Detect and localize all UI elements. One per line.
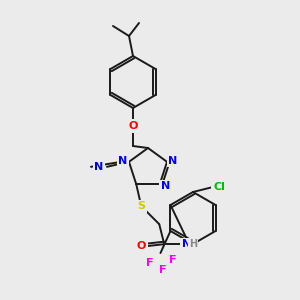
- Text: Cl: Cl: [213, 182, 225, 192]
- Text: F: F: [159, 265, 166, 275]
- Text: N: N: [168, 156, 178, 166]
- Text: N: N: [94, 162, 103, 172]
- Text: N: N: [118, 156, 127, 166]
- Text: F: F: [169, 255, 176, 265]
- Text: N: N: [182, 239, 191, 249]
- Text: O: O: [128, 121, 138, 131]
- Text: F: F: [146, 258, 153, 268]
- Text: O: O: [136, 241, 146, 251]
- Text: N: N: [161, 181, 170, 191]
- Text: S: S: [137, 201, 145, 211]
- Text: H: H: [189, 239, 197, 249]
